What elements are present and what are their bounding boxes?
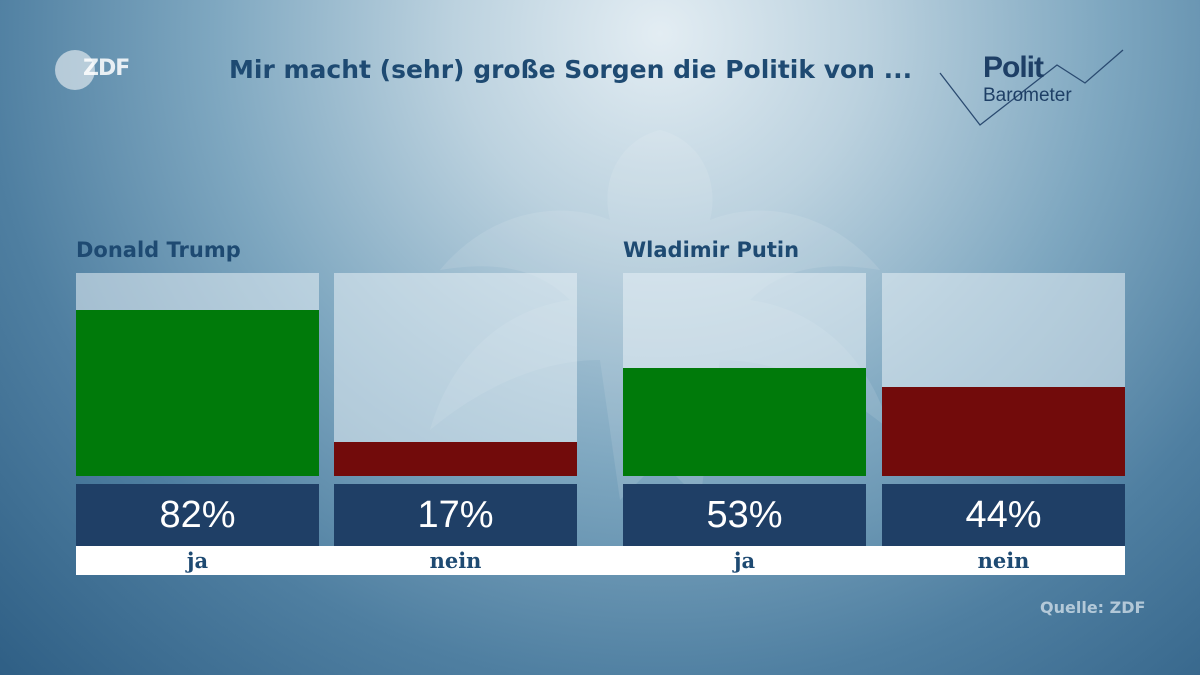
data-label-trump-nein: 17%: [334, 484, 577, 546]
zdf-logo: ZDF: [55, 50, 140, 90]
zdf-logo-text: ZDF: [83, 56, 130, 81]
bar-track-trump-nein: [334, 273, 577, 476]
bar-putin-nein: [882, 386, 1125, 476]
bar-trump-nein: [334, 441, 577, 476]
bar-track-trump-ja: [76, 273, 319, 476]
data-label-trump-ja: 82%: [76, 484, 319, 546]
bar-trump-ja: [76, 309, 319, 476]
politbarometer-logo-top: Polit: [983, 51, 1044, 84]
category-label-putin-nein: nein: [977, 548, 1030, 573]
category-label-strip: [76, 546, 1125, 575]
zdf-circle-icon: [55, 50, 95, 90]
source-note: Quelle: ZDF: [1040, 598, 1146, 617]
group-label-trump: Donald Trump: [76, 238, 241, 262]
bar-putin-ja: [623, 368, 866, 476]
chart-title: Mir macht (sehr) große Sorgen die Politi…: [229, 55, 913, 84]
category-label-putin-ja: ja: [733, 548, 756, 573]
data-label-putin-nein: 44%: [882, 484, 1125, 546]
data-label-putin-ja: 53%: [623, 484, 866, 546]
group-label-putin: Wladimir Putin: [623, 238, 800, 262]
bar-track-putin-nein: [882, 273, 1125, 476]
category-label-trump-nein: nein: [429, 548, 482, 573]
category-label-trump-ja: ja: [186, 548, 209, 573]
politbarometer-logo: Polit Barometer: [935, 45, 1130, 130]
bar-track-putin-ja: [623, 273, 866, 476]
politbarometer-line-icon: [939, 49, 1124, 126]
politbarometer-logo-bottom: Barometer: [983, 85, 1072, 106]
